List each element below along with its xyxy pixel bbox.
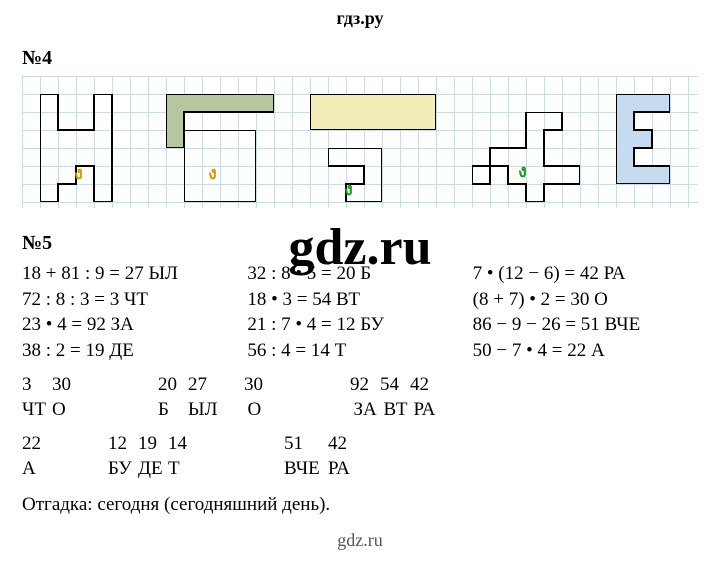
- equation: 21 : 7 • 4 = 12 БУ: [247, 312, 472, 338]
- let-cell: РА: [413, 397, 443, 423]
- let-cell: ЫЛ: [188, 397, 221, 423]
- let-cell: ЗА: [353, 397, 383, 423]
- decode-table-1: 3 30 20 27 30 92 54 42 ЧТ О Б ЫЛ О ЗА ВТ: [0, 364, 720, 423]
- page-header: гдз.ру: [0, 0, 720, 29]
- equation: 38 : 2 = 19 ДЕ: [22, 338, 247, 364]
- table-row-letters: А БУ ДЕ Т ВЧЕ РА: [22, 456, 698, 482]
- let-cell: Б: [158, 397, 188, 423]
- equations-col-3: 7 • (12 − 6) = 42 РА (8 + 7) • 2 = 30 О …: [473, 261, 698, 364]
- num-cell: 54: [380, 372, 410, 398]
- num-cell: 19: [138, 431, 168, 457]
- let-cell: ДЕ: [138, 456, 168, 482]
- equation: 32 : 8 • 5 = 20 Б: [247, 261, 472, 287]
- squiggle-icon: ง: [518, 156, 527, 185]
- let-cell: А: [22, 456, 52, 482]
- equation: 7 • (12 − 6) = 42 РА: [473, 261, 698, 287]
- equation: 18 + 81 : 9 = 27 ЫЛ: [22, 261, 247, 287]
- decode-table-2: 22 12 19 14 51 42 А БУ ДЕ Т ВЧЕ РА: [0, 423, 720, 482]
- equation: 72 : 8 : 3 = 3 ЧТ: [22, 287, 247, 313]
- table-row-nums: 3 30 20 27 30 92 54 42: [22, 372, 698, 398]
- let-cell: РА: [328, 456, 358, 482]
- num-cell: 12: [108, 431, 138, 457]
- answer-text: Отгадка: сегодня (сегодняшний день).: [0, 482, 720, 516]
- squiggle-icon: ง: [344, 174, 353, 203]
- num-cell: 20: [158, 372, 188, 398]
- equation: 50 − 7 • 4 = 22 А: [473, 338, 698, 364]
- grid-figure: ง ง ง ง: [22, 76, 698, 208]
- let-cell: ВТ: [383, 397, 413, 423]
- table-row-nums: 22 12 19 14 51 42: [22, 431, 698, 457]
- num-cell: 42: [410, 372, 440, 398]
- squiggle-icon: ง: [208, 158, 217, 187]
- equation: 23 • 4 = 92 ЗА: [22, 312, 247, 338]
- num-cell: 22: [22, 431, 52, 457]
- section-4-label: №4: [0, 47, 720, 70]
- let-cell: ВЧЕ: [284, 456, 328, 482]
- equations-block: 18 + 81 : 9 = 27 ЫЛ 72 : 8 : 3 = 3 ЧТ 23…: [0, 255, 720, 364]
- equations-col-2: 32 : 8 • 5 = 20 Б 18 • 3 = 54 ВТ 21 : 7 …: [247, 261, 472, 364]
- num-cell: 14: [168, 431, 198, 457]
- num-cell: 27: [188, 372, 218, 398]
- let-cell: ЧТ: [22, 397, 52, 423]
- equation: (8 + 7) • 2 = 30 О: [473, 287, 698, 313]
- num-cell: 30: [52, 372, 82, 398]
- num-cell: 3: [22, 372, 52, 398]
- num-cell: 30: [244, 372, 274, 398]
- let-cell: О: [52, 397, 82, 423]
- equation: 18 • 3 = 54 ВТ: [247, 287, 472, 313]
- num-cell: 51: [284, 431, 328, 457]
- section-5-label: №5: [0, 232, 720, 255]
- watermark-bottom: gdz.ru: [0, 530, 720, 551]
- equations-col-1: 18 + 81 : 9 = 27 ЫЛ 72 : 8 : 3 = 3 ЧТ 23…: [22, 261, 247, 364]
- let-cell: БУ: [108, 456, 138, 482]
- let-cell: Т: [168, 456, 198, 482]
- let-cell: О: [247, 397, 277, 423]
- equation: 56 : 4 = 14 Т: [247, 338, 472, 364]
- equation: 86 − 9 − 26 = 51 ВЧЕ: [473, 312, 698, 338]
- squiggle-icon: ง: [74, 158, 83, 187]
- num-cell: 42: [328, 431, 358, 457]
- table-row-letters: ЧТ О Б ЫЛ О ЗА ВТ РА: [22, 397, 698, 423]
- page-title: гдз.ру: [336, 8, 383, 28]
- num-cell: 92: [350, 372, 380, 398]
